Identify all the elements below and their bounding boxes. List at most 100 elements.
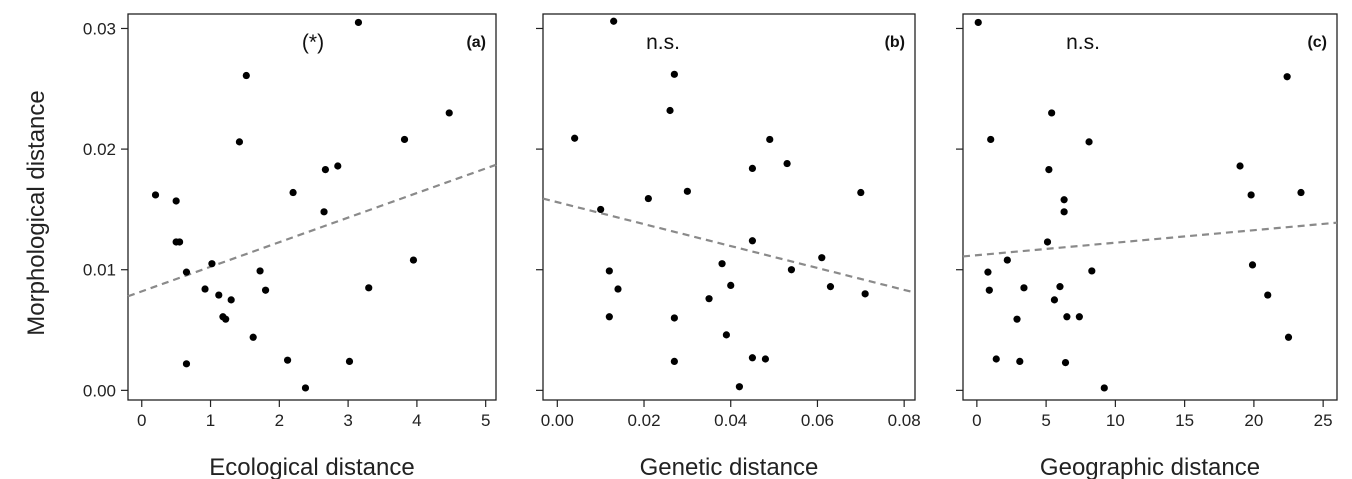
data-point xyxy=(727,281,735,290)
data-point xyxy=(1297,188,1305,197)
data-point xyxy=(208,260,216,268)
data-point xyxy=(766,135,774,144)
data-point xyxy=(1100,384,1108,392)
data-point xyxy=(261,286,270,294)
trend-line xyxy=(962,221,1338,258)
x-tick-label: 20 xyxy=(1244,411,1263,430)
y-tick-label: 0.02 xyxy=(83,140,116,159)
data-point xyxy=(1236,162,1244,170)
data-point xyxy=(1060,196,1068,204)
data-point xyxy=(1045,166,1053,174)
data-point xyxy=(445,109,453,117)
data-point xyxy=(605,267,613,275)
data-point xyxy=(289,188,297,197)
data-point xyxy=(610,17,618,25)
data-point xyxy=(1061,359,1070,367)
x-tick-label: 0.00 xyxy=(541,411,574,430)
data-point xyxy=(597,205,605,214)
x-tick-label: 10 xyxy=(1106,411,1125,430)
data-point xyxy=(321,166,330,174)
x-tick-label: 15 xyxy=(1175,411,1194,430)
x-tick-label: 5 xyxy=(1041,411,1050,430)
x-tick-label: 3 xyxy=(343,411,352,430)
trend-line xyxy=(542,197,916,294)
x-tick-label: 0.06 xyxy=(801,411,834,430)
data-point xyxy=(400,135,409,144)
data-point xyxy=(1056,283,1064,291)
x-tick-label: 5 xyxy=(481,411,490,430)
data-point xyxy=(354,18,363,27)
data-point xyxy=(722,331,730,339)
data-point xyxy=(227,296,235,304)
data-point xyxy=(748,164,757,172)
data-point xyxy=(172,197,180,205)
plot-frame xyxy=(127,13,497,401)
data-point xyxy=(365,284,373,292)
data-point xyxy=(748,354,757,362)
data-point xyxy=(1048,109,1056,117)
data-point xyxy=(1013,315,1021,323)
x-tick-label: 4 xyxy=(412,411,421,430)
data-point xyxy=(1264,291,1272,299)
data-point xyxy=(670,314,678,322)
panel-b: 0.00 0.02 0.04 0.06 0.08 n.s. (b) Genetic dista… xyxy=(536,13,921,479)
x-tick-label: 25 xyxy=(1314,411,1333,430)
data-point xyxy=(1248,261,1257,269)
data-point xyxy=(182,268,191,276)
data-point xyxy=(222,315,230,323)
data-point xyxy=(235,138,244,146)
data-point xyxy=(409,256,418,264)
data-point xyxy=(1043,238,1052,246)
x-tick-label: 0.04 xyxy=(714,411,747,430)
data-point xyxy=(605,313,613,321)
data-point xyxy=(670,357,678,365)
data-point xyxy=(345,357,354,365)
significance-label: (*) xyxy=(302,31,324,54)
y-tick-label: 0.01 xyxy=(83,261,116,280)
data-point xyxy=(1020,284,1028,292)
data-point xyxy=(748,237,757,245)
data-point xyxy=(1003,256,1011,264)
panel-a: 0 1 2 3 4 5 0.00 0.01 0.02 0.03 (*) (a) Ecological d… xyxy=(83,13,497,479)
data-point xyxy=(735,383,744,391)
data-point xyxy=(826,283,835,291)
data-point xyxy=(301,384,310,392)
y-tick-label: 0.00 xyxy=(83,381,116,400)
x-axis-label: Genetic distance xyxy=(640,454,819,479)
data-point xyxy=(1016,357,1024,365)
data-point xyxy=(1060,208,1068,216)
data-point xyxy=(151,191,160,199)
data-point xyxy=(666,106,674,115)
plot-frame xyxy=(542,13,916,401)
panel-c: 0 5 10 15 20 25 n.s. (c) Geographic distance xyxy=(956,13,1338,479)
panel-tag: (a) xyxy=(466,34,486,51)
x-axis-label: Ecological distance xyxy=(209,454,414,479)
x-tick-label: 0 xyxy=(972,411,981,430)
x-tick-label: 0.08 xyxy=(888,411,921,430)
x-tick-label: 0.02 xyxy=(627,411,660,430)
trend-line xyxy=(127,163,497,298)
data-point xyxy=(614,285,622,293)
plot-frame xyxy=(962,13,1338,401)
data-point xyxy=(1088,267,1096,275)
data-point xyxy=(1247,191,1255,199)
data-point xyxy=(334,162,342,170)
panel-tag: (b) xyxy=(885,34,905,51)
data-point xyxy=(992,355,1000,363)
data-point xyxy=(644,194,652,203)
data-point xyxy=(182,360,191,368)
data-point xyxy=(201,285,209,293)
data-point xyxy=(215,291,223,299)
data-point xyxy=(1284,333,1293,341)
data-point xyxy=(987,135,995,144)
data-point xyxy=(175,238,184,246)
data-point xyxy=(818,254,826,262)
data-point xyxy=(974,18,982,27)
data-point xyxy=(683,187,691,195)
data-point xyxy=(705,295,713,303)
y-tick-label: 0.03 xyxy=(83,19,116,38)
data-point xyxy=(1050,296,1059,304)
data-point xyxy=(571,134,579,142)
data-point xyxy=(857,188,865,197)
x-axis-label: Geographic distance xyxy=(1040,454,1260,479)
